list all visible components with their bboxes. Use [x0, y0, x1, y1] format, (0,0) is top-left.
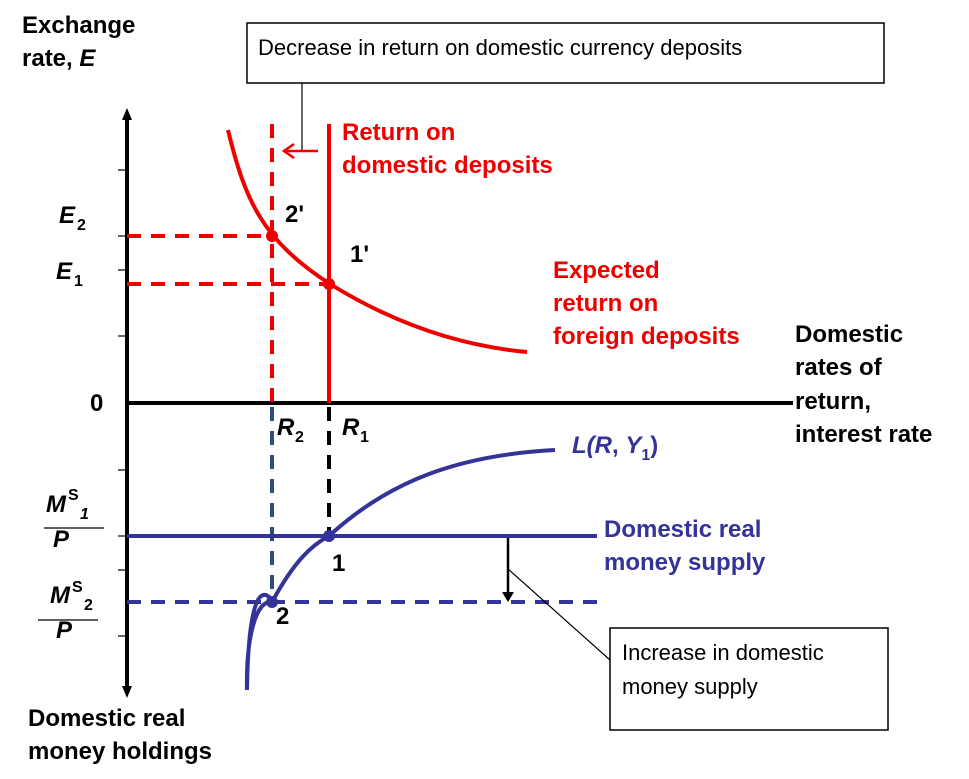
- bottom-axis-label-line1: Domestic real: [28, 705, 185, 732]
- callout-bottom-leader: [507, 568, 611, 661]
- point-1-label: 1: [332, 550, 345, 577]
- point-2-marker: [266, 596, 278, 608]
- callout-box-bottom: [609, 627, 889, 731]
- callout-bottom-line1: Increase in domestic: [622, 640, 824, 665]
- e2-tick-label: E 2: [59, 202, 86, 234]
- y-axis-label-line2: rate, E: [22, 45, 96, 72]
- svg-text:M: M: [46, 491, 67, 518]
- point-2prime-marker: [266, 230, 278, 242]
- domestic-return-label-line2: domestic deposits: [342, 152, 553, 179]
- y-axis-label-line1: Exchange: [22, 12, 135, 39]
- r2-label: R 2: [277, 414, 304, 446]
- x-axis-label-line3: return,: [795, 388, 871, 415]
- origin-label: 0: [90, 390, 103, 417]
- svg-text:R: R: [342, 414, 360, 441]
- r1-label: R 1: [342, 414, 369, 446]
- point-1-marker: [323, 530, 335, 542]
- vertical-axis-bottom-arrow: [122, 686, 132, 698]
- svg-text:2: 2: [77, 217, 86, 234]
- vertical-axis-top-arrow: [122, 108, 132, 120]
- x-axis-label-line2: rates of: [795, 354, 883, 381]
- svg-text:P: P: [56, 617, 73, 644]
- domestic-return-label-line1: Return on: [342, 119, 455, 146]
- e1-tick-label: E 1: [56, 258, 83, 290]
- svg-text:1: 1: [80, 506, 89, 523]
- svg-text:E: E: [56, 258, 73, 285]
- money-supply-label-line1: Domestic real: [604, 516, 761, 543]
- money-demand-curve: [244, 448, 556, 691]
- foreign-return-label-line2: return on: [553, 290, 658, 317]
- callout-box-top: [246, 22, 885, 84]
- shift-down-arrow-head: [502, 592, 514, 602]
- shift-left-arrow-head: [281, 142, 295, 160]
- callout-top-text: Decrease in return on domestic currency …: [258, 35, 742, 60]
- point-1prime-marker: [323, 278, 335, 290]
- ms2-over-p-label: M S 2 P: [38, 579, 98, 644]
- svg-text:1: 1: [74, 273, 83, 290]
- x-axis-label-line4: interest rate: [795, 421, 932, 448]
- svg-text:M: M: [50, 582, 71, 609]
- svg-text:2: 2: [295, 429, 304, 446]
- point-2prime-label: 2': [285, 201, 304, 228]
- ms1-over-p-label: M S 1 P: [44, 487, 104, 553]
- svg-text:S: S: [68, 487, 79, 504]
- callout-bottom-line2: money supply: [622, 674, 758, 699]
- svg-text:1: 1: [360, 429, 369, 446]
- x-axis-label-line1: Domestic: [795, 321, 903, 348]
- axis-ticks: [118, 169, 127, 637]
- svg-text:S: S: [72, 579, 83, 596]
- svg-text:P: P: [53, 526, 70, 553]
- svg-text:E: E: [59, 202, 76, 229]
- point-2-label: 2: [276, 603, 289, 630]
- money-supply-label-line2: money supply: [604, 549, 766, 576]
- bottom-axis-label-line2: money holdings: [28, 738, 212, 765]
- point-1prime-label: 1': [350, 241, 369, 268]
- money-demand-label: L(R, Y1): [572, 432, 658, 464]
- svg-text:R: R: [277, 414, 295, 441]
- foreign-return-label-line1: Expected: [553, 257, 660, 284]
- foreign-return-label-line3: foreign deposits: [553, 323, 740, 350]
- svg-text:2: 2: [84, 597, 93, 614]
